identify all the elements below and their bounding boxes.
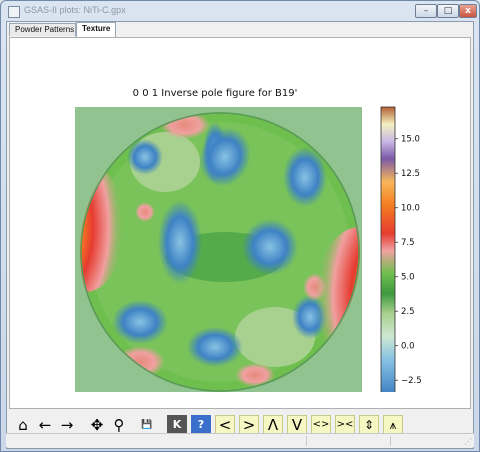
maximize-button[interactable]: □	[437, 4, 459, 18]
colorbar-tick-label: 7.5	[401, 238, 415, 248]
colorbar-tick-label: 0.0	[401, 342, 415, 352]
resize-grip-icon[interactable]: ⋰	[464, 437, 472, 446]
tab-texture[interactable]: Texture	[76, 22, 116, 37]
close-button[interactable]: x	[459, 4, 477, 18]
client-area: Powder Patterns Texture 0 0 1 Inverse po…	[6, 21, 474, 449]
tab-powder-patterns[interactable]: Powder Patterns	[9, 23, 76, 36]
expand-vertical-button[interactable]: ⇕	[359, 415, 379, 435]
plot-canvas[interactable]: 0 0 1 Inverse pole figure for B19'	[9, 37, 471, 409]
shrink-vertical-button[interactable]: ⩚	[383, 415, 403, 435]
colorbar-ticks: −2.5 0.0 2.5 5.0 7.5 10.0 12.5 15.0	[395, 135, 422, 386]
forward-icon[interactable]: →	[60, 416, 74, 434]
title-bar[interactable]: GSAS-II plots: NiTi-C.gpx – □ x	[1, 1, 479, 23]
shift-up-button[interactable]: Λ	[263, 415, 283, 435]
zoom-icon[interactable]: ⚲	[113, 416, 125, 434]
colorbar-tick-label: −2.5	[401, 376, 422, 386]
window-title: GSAS-II plots: NiTi-C.gpx	[24, 5, 126, 15]
k-icon[interactable]: K	[167, 415, 187, 435]
expand-horizontal-button[interactable]: <>	[311, 415, 331, 435]
status-divider	[390, 436, 391, 446]
help-icon[interactable]: ?	[191, 415, 211, 435]
colorbar-tick-label: 2.5	[401, 307, 415, 317]
pan-icon[interactable]: ✥	[90, 416, 104, 434]
plot-title: 0 0 1 Inverse pole figure for B19'	[132, 88, 298, 99]
shift-down-button[interactable]: V	[287, 415, 307, 435]
save-icon[interactable]: 💾	[141, 420, 153, 430]
back-icon[interactable]: ←	[38, 416, 52, 434]
colorbar-tick-label: 5.0	[401, 273, 415, 283]
pole-figure-disk	[80, 112, 360, 392]
app-icon	[8, 6, 20, 18]
shift-left-button[interactable]: <	[215, 415, 235, 435]
home-icon[interactable]: ⌂	[18, 416, 28, 434]
colorbar-tick-label: 12.5	[401, 169, 420, 179]
minimize-button[interactable]: –	[415, 4, 437, 18]
status-bar: ⋰	[6, 433, 474, 447]
shrink-horizontal-button[interactable]: ><	[335, 415, 355, 435]
colorbar	[380, 106, 396, 392]
status-divider	[306, 436, 307, 446]
colorbar-tick-label: 15.0	[401, 135, 420, 145]
shift-right-button[interactable]: >	[239, 415, 259, 435]
colorbar-tick-label: 10.0	[401, 204, 420, 214]
pole-figure-plot[interactable]: −2.5 0.0 2.5 5.0 7.5 10.0 12.5 15.0	[70, 102, 450, 392]
